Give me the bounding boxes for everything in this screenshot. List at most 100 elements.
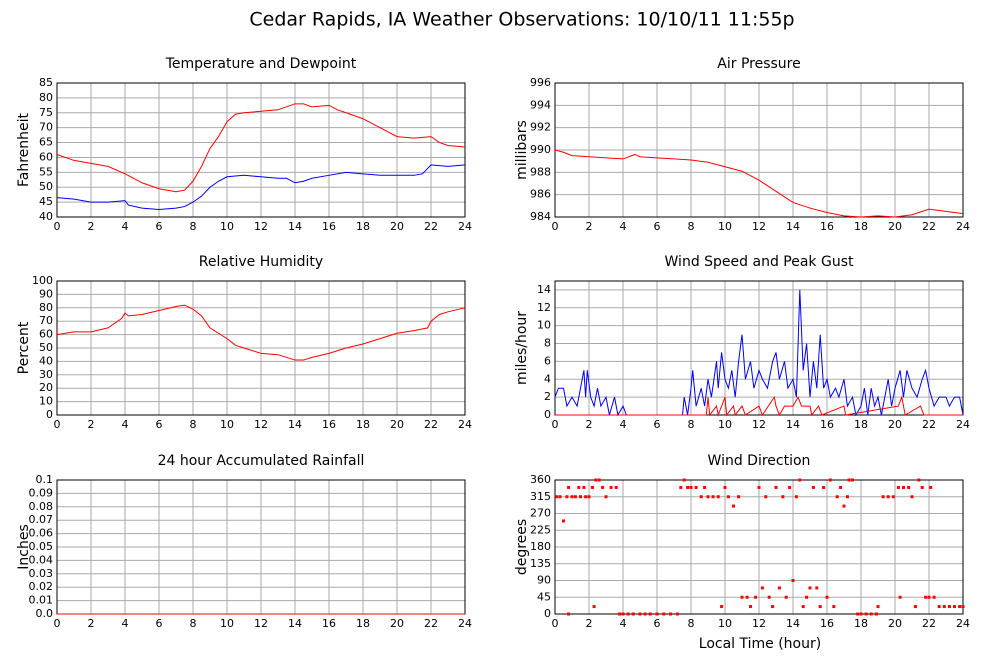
x-tick-label: 18 <box>854 418 868 431</box>
y-tick-label: 0.05 <box>29 540 54 553</box>
y-tick-label: 988 <box>530 165 551 178</box>
data-point <box>839 485 843 489</box>
x-tick-label: 18 <box>356 220 370 233</box>
x-tick-label: 6 <box>156 418 163 431</box>
y-tick-label: 30 <box>39 368 53 381</box>
x-tick-label: 16 <box>820 418 834 431</box>
data-point <box>958 605 962 609</box>
x-tick-label: 24 <box>458 418 472 431</box>
x-tick-label: 2 <box>88 418 95 431</box>
x-tick-label: 0 <box>54 617 61 630</box>
x-tick-label: 2 <box>88 617 95 630</box>
y-tick-label: 50 <box>39 341 53 354</box>
data-point <box>716 495 720 499</box>
y-axis-label: Fahrenheit <box>16 112 32 187</box>
data-point <box>794 495 798 499</box>
data-point <box>631 612 635 616</box>
x-tick-label: 20 <box>888 617 902 630</box>
y-tick-label: 10 <box>537 319 551 332</box>
y-tick-label: 0.0 <box>36 607 54 620</box>
x-tick-label: 2 <box>586 617 593 630</box>
y-tick-label: 225 <box>530 523 551 536</box>
y-tick-label: 70 <box>39 314 53 327</box>
y-tick-label: 0.02 <box>29 580 54 593</box>
data-point <box>937 605 941 609</box>
x-tick-label: 2 <box>88 220 95 233</box>
x-tick-label: 0 <box>552 220 559 233</box>
x-tick-label: 8 <box>190 418 197 431</box>
y-tick-label: 6 <box>544 354 551 367</box>
data-point <box>754 595 758 599</box>
x-tick-label: 24 <box>458 617 472 630</box>
data-line <box>555 395 963 417</box>
x-tick-label: 2 <box>586 220 593 233</box>
x-tick-label: 22 <box>922 617 936 630</box>
x-tick-label: 2 <box>586 418 593 431</box>
data-point <box>579 495 582 499</box>
x-tick-label: 20 <box>888 220 902 233</box>
data-point <box>626 612 630 616</box>
data-point <box>818 605 822 609</box>
data-point <box>711 495 715 499</box>
data-point <box>845 495 849 499</box>
data-point <box>703 485 707 489</box>
y-axis-label: Inches <box>16 524 32 569</box>
page-title: Cedar Rapids, IA Weather Observations: 1… <box>249 9 794 31</box>
data-point <box>801 605 805 609</box>
x-tick-label: 18 <box>356 418 370 431</box>
x-axis-label: Local Time (hour) <box>699 636 821 652</box>
data-point <box>907 485 911 489</box>
x-tick-label: 4 <box>620 418 627 431</box>
y-tick-label: 986 <box>530 188 551 201</box>
data-point <box>874 612 878 616</box>
x-tick-label: 12 <box>254 617 268 630</box>
chart-title: Temperature and Dewpoint <box>165 56 357 72</box>
data-point <box>910 495 914 499</box>
data-point <box>592 605 596 609</box>
y-tick-label: 85 <box>39 76 53 89</box>
data-point <box>947 605 951 609</box>
data-point <box>781 495 785 499</box>
data-point <box>555 495 559 499</box>
x-tick-label: 10 <box>220 617 234 630</box>
x-tick-label: 14 <box>288 220 302 233</box>
data-point <box>924 595 928 599</box>
data-point <box>876 605 880 609</box>
x-tick-label: 14 <box>288 418 302 431</box>
y-tick-label: 14 <box>537 283 551 296</box>
data-point <box>567 612 571 616</box>
chart-title: Wind Speed and Peak Gust <box>665 254 854 270</box>
data-point <box>604 495 608 499</box>
plot-frame <box>56 82 466 218</box>
data-point <box>614 485 618 489</box>
plot-frame <box>554 280 964 416</box>
data-point <box>886 495 890 499</box>
data-point <box>953 605 956 609</box>
data-point <box>757 485 761 489</box>
y-tick-label: 50 <box>39 180 53 193</box>
x-tick-label: 18 <box>854 220 868 233</box>
data-point <box>920 485 924 489</box>
x-tick-label: 0 <box>54 418 61 431</box>
y-tick-label: 994 <box>530 98 551 111</box>
data-point <box>587 495 591 499</box>
x-tick-label: 6 <box>654 617 661 630</box>
data-point <box>694 485 698 489</box>
x-tick-label: 24 <box>956 220 970 233</box>
y-tick-label: 40 <box>39 354 53 367</box>
x-tick-label: 22 <box>922 418 936 431</box>
y-tick-label: 270 <box>530 507 551 520</box>
x-tick-label: 14 <box>786 220 800 233</box>
y-tick-label: 0.06 <box>29 527 54 540</box>
data-point <box>648 612 652 616</box>
data-line <box>554 289 964 417</box>
y-tick-label: 90 <box>537 574 551 587</box>
data-point <box>805 595 809 599</box>
data-point <box>815 586 819 590</box>
x-tick-label: 14 <box>786 418 800 431</box>
data-line <box>56 103 466 193</box>
data-point <box>706 495 710 499</box>
data-point <box>573 495 577 499</box>
data-line <box>56 164 466 211</box>
y-tick-label: 0.1 <box>36 473 54 486</box>
